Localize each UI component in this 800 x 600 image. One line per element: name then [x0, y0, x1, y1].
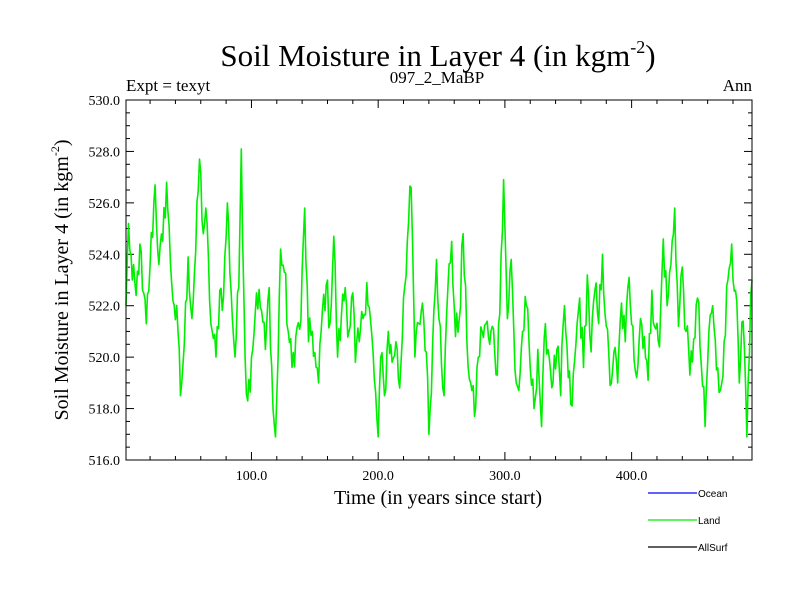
- x-tick-label: 100.0: [236, 469, 268, 484]
- series-group: [125, 148, 753, 438]
- y-tick-label: 530.0: [89, 94, 121, 109]
- legend: Ocean Land AllSurf: [648, 489, 728, 554]
- x-tick-label: 300.0: [489, 469, 521, 484]
- y-tick-label: 528.0: [89, 145, 121, 160]
- legend-label-ocean: Ocean: [698, 489, 727, 500]
- y-tick-label: 516.0: [89, 454, 121, 469]
- x-tick-label: 200.0: [362, 469, 394, 484]
- subtitle-center: 097_2_MaBP: [390, 68, 484, 87]
- chart-title: Soil Moisture in Layer 4 (in kgm-2): [220, 37, 655, 73]
- y-axis-ticks: 516.0 518.0 520.0 522.0 524.0 526.0 528.0 530.0: [89, 94, 752, 469]
- y-tick-label: 518.0: [89, 403, 121, 418]
- x-tick-label: 400.0: [616, 469, 648, 484]
- series-line-land: [125, 148, 753, 438]
- x-axis-ticks: 100.0 200.0 300.0 400.0: [149, 100, 734, 484]
- y-tick-label: 520.0: [89, 351, 121, 366]
- legend-label-land: Land: [698, 516, 720, 527]
- y-axis-label: Soil Moisture in Layer 4 (in kgm-2): [48, 139, 73, 420]
- y-tick-label: 522.0: [89, 300, 121, 315]
- legend-label-allsurf: AllSurf: [698, 543, 728, 554]
- subtitle-left: Expt = texyt: [126, 76, 210, 95]
- y-tick-label: 526.0: [89, 197, 121, 212]
- x-axis-label: Time (in years since start): [334, 487, 542, 509]
- plot-frame: [125, 99, 753, 461]
- subtitle-right: Ann: [723, 76, 753, 95]
- y-tick-label: 524.0: [89, 248, 121, 263]
